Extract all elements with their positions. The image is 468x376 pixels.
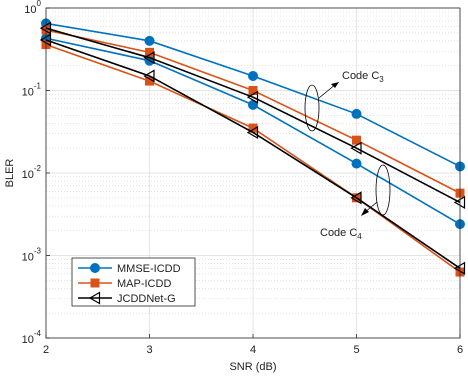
x-axis-label: SNR (dB) [229,361,276,373]
legend-label: MAP-ICDD [117,278,171,290]
marker [350,141,362,155]
annotation: Code C4 [320,227,362,241]
annotation-arrowhead [331,82,339,88]
series-line [45,39,461,269]
y-tick-exponent: -4 [34,329,42,338]
y-tick-label: 10-3 [22,247,42,264]
x-tick-label: 6 [457,344,463,356]
marker [88,291,101,305]
y-tick-label: 10-2 [22,164,42,181]
marker [144,35,155,46]
y-tick-base: 10 [22,86,34,98]
marker [351,108,362,119]
marker [350,191,362,205]
annotation: Code C3 [342,70,384,84]
annotation-arrowhead [361,208,369,216]
y-tick-base: 10 [22,251,34,263]
annotation-ellipse [304,84,320,132]
y-axis-label: BLER [4,159,16,188]
marker [352,135,361,145]
marker [246,90,259,104]
x-tick-label: 4 [250,344,256,356]
y-tick-base: 10 [22,169,34,181]
y-tick-base: 10 [24,4,36,16]
legend-label: MMSE-ICDD [117,263,181,275]
marker [246,125,259,140]
legend: MMSE-ICDD MAP-ICDD JCDDNet-G [71,257,196,307]
marker [143,51,155,65]
x-tick-label: 3 [146,344,152,356]
legend-label: JCDDNet-G [117,293,176,305]
annotation-arrow [318,83,337,99]
marker [248,70,258,81]
x-tick-label: 2 [43,344,49,356]
y-tick-label: 10-4 [22,329,42,346]
annotation-ellipse [375,164,391,216]
y-tick-label: 100 [24,0,41,16]
plot-frame [45,7,461,339]
marker [90,278,100,288]
y-tick-exponent: -3 [34,247,42,256]
x-tick-label: 5 [353,344,359,356]
series-line [45,27,461,204]
y-tick-exponent: -1 [34,82,42,91]
y-tick-exponent: -2 [34,164,42,173]
marker [351,158,362,169]
y-tick-label: 10-1 [22,82,42,99]
y-tick-exponent: 0 [37,0,42,8]
y-tick-base: 10 [22,334,34,346]
marker [90,263,100,273]
marker [143,69,155,83]
